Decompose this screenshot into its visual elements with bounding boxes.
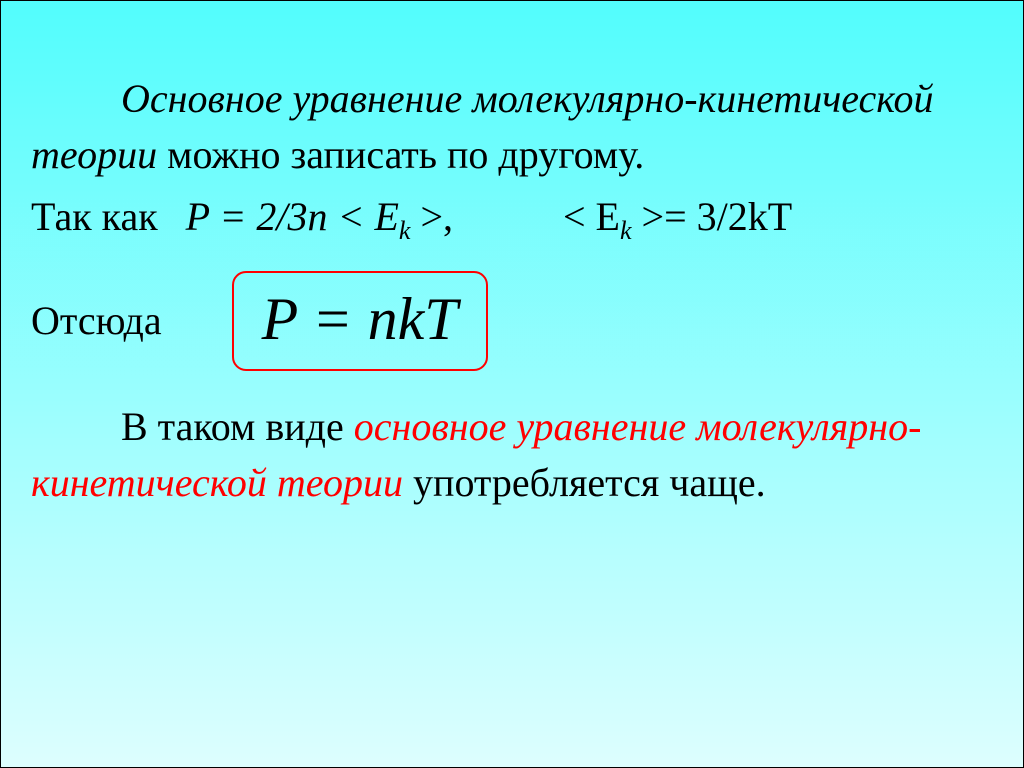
equation-ek: < Ek >= 3/2kT (563, 189, 792, 249)
eq1-subscript: k (399, 216, 411, 245)
eq2-tail: >= 3/2kT (632, 194, 793, 239)
since-label: Так как (31, 189, 158, 245)
eq1-part1: P = 2/3n < E (186, 194, 399, 239)
result-row: Отсюда P = nkT (31, 271, 993, 371)
hence-label: Отсюда (31, 293, 162, 349)
conclusion-pre: В таком виде (121, 404, 354, 449)
equation-p: P = 2/3n < Ek >, (186, 189, 453, 249)
paragraph-intro: Основное уравнение молекулярно-кинетичес… (31, 71, 993, 183)
equation-row: Так как P = 2/3n < Ek >, < Ek >= 3/2kT (31, 189, 993, 249)
eq2-head: < E (563, 194, 620, 239)
eq1-tail: >, (410, 194, 453, 239)
slide-frame: Основное уравнение молекулярно-кинетичес… (0, 0, 1024, 768)
eq2-subscript: k (620, 216, 632, 245)
result-equation: P = nkT (262, 286, 458, 352)
intro-rest: можно записать по другому. (157, 132, 644, 177)
conclusion-rest: употребляется чаще. (403, 460, 766, 505)
result-box: P = nkT (232, 271, 488, 371)
paragraph-conclusion: В таком виде основное уравнение молекуля… (31, 399, 993, 511)
